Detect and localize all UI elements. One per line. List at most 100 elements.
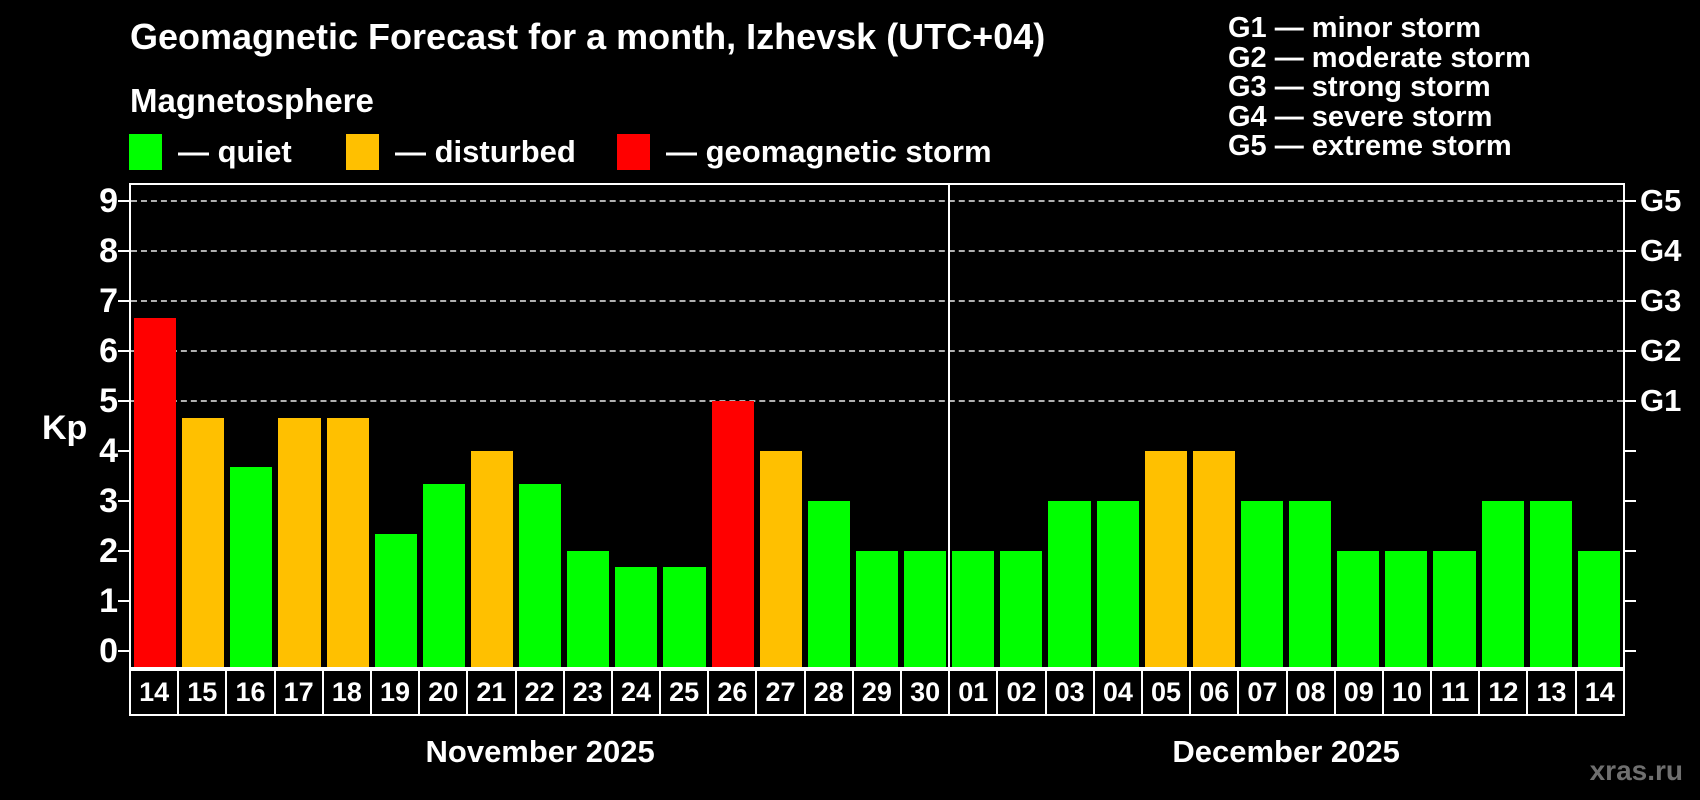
day-label: 12	[1478, 669, 1529, 716]
day-label: 15	[177, 669, 228, 716]
kp-tick-label-5: 5	[99, 382, 118, 421]
day-label: 06	[1189, 669, 1240, 716]
kp-bar-day-25	[663, 567, 706, 667]
day-label: 11	[1430, 669, 1481, 716]
kp-bar-day-03	[1048, 500, 1091, 667]
gridline-kp5	[131, 400, 1623, 403]
left-axis-tick	[118, 449, 129, 452]
right-axis-tick	[1625, 599, 1636, 602]
day-label: 14	[129, 669, 180, 716]
day-axis: 14 15 16 17 18 19 20 21 22 23 24 25 26 27 28 29 30 01 02 03…	[129, 669, 1625, 716]
day-label: 05	[1140, 669, 1192, 716]
day-label: 21	[466, 669, 517, 716]
gridline-kp8	[131, 250, 1623, 253]
kp-bar-day-12	[1481, 500, 1524, 667]
left-axis-tick	[118, 350, 129, 353]
kp-bar-day-24	[615, 567, 658, 667]
kp-bar-day-13	[1529, 500, 1572, 667]
kp-bar-day-11	[1433, 550, 1476, 667]
right-axis-tick	[1625, 449, 1636, 452]
day-label: 28	[803, 669, 854, 716]
day-label: 20	[418, 669, 469, 716]
left-axis-tick	[118, 400, 129, 403]
kp-tick-label-3: 3	[99, 481, 118, 520]
right-axis-tick	[1625, 250, 1636, 253]
right-axis-tick	[1625, 200, 1636, 203]
kp-bar-day-09	[1337, 550, 1380, 667]
left-axis-tick	[118, 599, 129, 602]
chart-title: Geomagnetic Forecast for a month, Izhevs…	[130, 16, 1046, 57]
kp-bar-day-28	[807, 500, 850, 667]
day-label: 07	[1237, 669, 1288, 716]
right-axis-tick	[1625, 549, 1636, 552]
right-axis-tick	[1625, 300, 1636, 303]
g-tick-label-g5: G5	[1640, 183, 1682, 219]
day-label: 25	[659, 669, 710, 716]
kp-bar-day-07	[1240, 500, 1284, 667]
watermark: xras.ru	[1589, 755, 1683, 786]
g-tick-label-g3: G3	[1640, 283, 1682, 319]
g-legend-line: G1 — minor storm	[1228, 12, 1481, 44]
month-label-december: December 2025	[1172, 734, 1400, 769]
kp-bar-day-15	[182, 417, 225, 667]
kp-tick-label-4: 4	[99, 431, 118, 470]
left-axis-tick	[118, 300, 129, 303]
day-label: 26	[707, 669, 758, 716]
day-label: 13	[1526, 669, 1577, 716]
kp-bar-day-06	[1192, 450, 1235, 667]
kp-bar-day-26	[711, 401, 754, 667]
kp-tick-label-2: 2	[99, 531, 118, 570]
kp-bar-day-17	[278, 417, 321, 667]
quiet-color-swatch	[129, 134, 162, 170]
day-label: 08	[1285, 669, 1336, 716]
g-legend-line: G2 — moderate storm	[1228, 41, 1531, 74]
left-axis-tick	[118, 200, 129, 203]
left-axis-tick	[118, 549, 129, 552]
day-label: 09	[1333, 669, 1384, 716]
day-label: 19	[369, 669, 421, 716]
day-label: 14	[1574, 669, 1625, 716]
day-label: 24	[610, 669, 662, 716]
kp-bar-day-29	[855, 550, 899, 667]
kp-bar-day-10	[1385, 550, 1428, 667]
kp-bar-day-30	[904, 550, 947, 667]
gridline-kp9	[131, 200, 1623, 203]
kp-bar-day-23	[567, 550, 610, 667]
g-tick-label-g1: G1	[1640, 383, 1682, 419]
kp-bar-day-05	[1144, 450, 1187, 667]
kp-bar-day-18	[326, 417, 369, 667]
g-legend-line: G4 — severe storm	[1228, 100, 1493, 133]
day-label: 30	[900, 669, 951, 716]
month-label-november: November 2025	[425, 734, 655, 769]
kp-bar-day-01	[952, 550, 995, 667]
day-label: 03	[1044, 669, 1095, 716]
left-axis-tick	[118, 250, 129, 253]
kp-bar-day-21	[470, 450, 514, 667]
legend-label-storm: — geomagnetic storm	[666, 134, 992, 169]
legend-item-quiet: — quiet	[129, 131, 292, 173]
day-label: 16	[225, 669, 276, 716]
right-axis-tick	[1625, 499, 1636, 502]
g-legend-line: G3 — strong storm	[1228, 71, 1491, 103]
day-label: 17	[273, 669, 324, 716]
day-label: 22	[514, 669, 565, 716]
g-scale-legend: G1 — minor storm G2 — moderate storm G3 — …	[1228, 12, 1531, 162]
kp-bar-day-16	[230, 467, 273, 667]
left-axis-tick	[118, 649, 129, 652]
plot-area	[118, 183, 1636, 669]
disturbed-color-swatch	[346, 134, 379, 170]
gridline-kp7	[131, 300, 1623, 303]
kp-bar-day-19	[374, 534, 417, 667]
magnetosphere-label: Magnetosphere	[130, 82, 374, 119]
kp-bar-day-27	[759, 450, 802, 667]
kp-bar-day-04	[1096, 500, 1139, 667]
day-label: 04	[1092, 669, 1143, 716]
legend-label-quiet: — quiet	[178, 134, 292, 169]
day-label: 10	[1381, 669, 1433, 716]
kp-bar-day-14	[1577, 550, 1620, 667]
day-label: 01	[948, 669, 999, 716]
month-separator-line	[948, 185, 951, 667]
g-tick-label-g2: G2	[1640, 333, 1682, 369]
legend-item-disturbed: — disturbed	[346, 131, 576, 173]
kp-tick-label-1: 1	[99, 581, 118, 620]
